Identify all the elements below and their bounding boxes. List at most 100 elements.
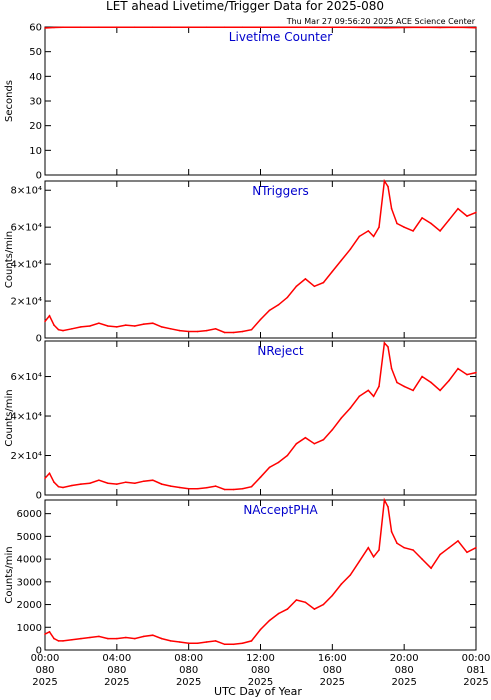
x-tick-label-time: 00:00 [462, 653, 491, 664]
data-point [430, 567, 432, 569]
panel-title: Livetime Counter [229, 30, 332, 44]
panel-2: NTriggers Counts/min 0 2×10⁴ 4×10⁴ 6×10⁴ 8×10⁴ [4, 178, 477, 345]
data-point [295, 285, 298, 288]
data-point [134, 637, 136, 640]
data-point [396, 381, 398, 384]
data-point [259, 318, 262, 321]
data-point [214, 328, 217, 330]
data-point [89, 636, 91, 639]
y-tick-label: 6000 [17, 509, 42, 520]
data-point [241, 26, 244, 29]
data-point [421, 26, 423, 29]
y-tick-label: 8×10⁴ [11, 186, 42, 197]
data-point [304, 436, 307, 439]
data-point [98, 479, 100, 482]
data-point [134, 325, 136, 327]
data-point [89, 325, 91, 327]
y-tick-label: 5000 [17, 532, 42, 543]
data-point [116, 637, 118, 640]
data-point [178, 329, 181, 332]
y-tick-label: 4000 [17, 555, 42, 566]
y-tick-label: 2000 [17, 600, 42, 611]
generation-timestamp: Thu Mar 27 09:56:20 2025 ACE Science Cen… [286, 17, 476, 26]
series-line [44, 497, 477, 646]
data-point [304, 601, 307, 604]
data-point [169, 485, 172, 487]
y-axis-label: Counts/min [4, 389, 15, 446]
data-point [250, 640, 253, 642]
data-point [196, 487, 199, 490]
data-point [286, 296, 289, 299]
x-tick-label-year: 2025 [320, 677, 345, 688]
data-point [475, 546, 477, 549]
data-point [466, 551, 468, 554]
x-tick-label-time: 08:00 [174, 653, 203, 664]
data-point [53, 481, 55, 484]
data-point [403, 226, 406, 228]
x-tick-label-doy: 080 [107, 665, 126, 676]
data-point [340, 259, 343, 262]
data-point [143, 323, 145, 325]
data-point [152, 26, 154, 29]
y-tick-label: 3000 [17, 577, 42, 588]
data-point [232, 488, 235, 491]
data-point [241, 642, 244, 644]
data-point [241, 487, 244, 490]
data-point [439, 26, 441, 29]
data-point [80, 26, 82, 29]
plot-frame [44, 340, 477, 496]
data-point [116, 326, 118, 328]
data-point [387, 506, 389, 508]
x-tick-label-doy: 080 [179, 665, 198, 676]
data-point [340, 417, 343, 419]
x-tick-label-year: 2025 [391, 677, 416, 688]
x-tick-label-doy: 080 [395, 665, 414, 676]
data-point [62, 26, 64, 29]
x-tick-label-year: 2025 [248, 677, 273, 688]
x-tick-label-year: 2025 [176, 677, 201, 688]
data-point [421, 375, 423, 378]
data-point [223, 26, 226, 29]
plot-frame [44, 180, 477, 339]
data-point [57, 640, 60, 642]
data-point [223, 331, 226, 334]
plot-frame [44, 26, 477, 176]
data-point [80, 637, 82, 640]
data-point [403, 26, 406, 29]
data-point [331, 429, 334, 431]
data-point [387, 185, 389, 188]
data-point [44, 633, 46, 635]
data-point [277, 26, 280, 29]
data-point [107, 637, 109, 640]
data-point [378, 226, 380, 228]
data-point [295, 442, 298, 445]
data-point [53, 637, 55, 640]
y-tick-label: 0 [36, 491, 42, 502]
y-tick-label: 1000 [17, 623, 42, 634]
data-point [268, 619, 271, 622]
y-tick-label: 0 [36, 646, 42, 657]
data-point [331, 26, 334, 29]
y-tick-label: 6×10⁴ [11, 223, 42, 234]
data-point [475, 211, 477, 214]
data-point [313, 26, 316, 29]
series-line [44, 341, 477, 491]
data-point [448, 219, 450, 221]
data-point [57, 485, 60, 488]
data-point [44, 477, 46, 480]
data-point [322, 438, 325, 441]
data-point [396, 542, 398, 544]
panel-title: NTriggers [252, 184, 309, 198]
x-tick-label-time: 20:00 [390, 653, 419, 664]
panel-4: NAcceptPHA Counts/min 0 1000 2000 3000 4000 500… [4, 497, 477, 657]
y-tick-label: 30 [29, 97, 42, 108]
data-point [304, 278, 307, 280]
data-point [390, 207, 393, 210]
data-point [223, 488, 226, 491]
data-point [421, 217, 423, 219]
data-point [313, 608, 316, 610]
y-tick-label: 50 [29, 47, 42, 58]
data-point [385, 26, 388, 29]
data-point [277, 461, 280, 464]
data-point [439, 553, 441, 556]
